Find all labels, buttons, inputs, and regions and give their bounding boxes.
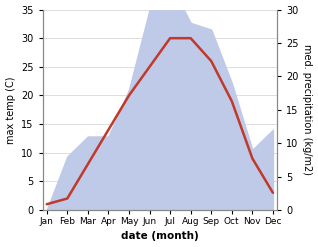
Y-axis label: max temp (C): max temp (C) [5,76,16,144]
X-axis label: date (month): date (month) [121,231,199,242]
Y-axis label: med. precipitation (kg/m2): med. precipitation (kg/m2) [302,44,313,175]
